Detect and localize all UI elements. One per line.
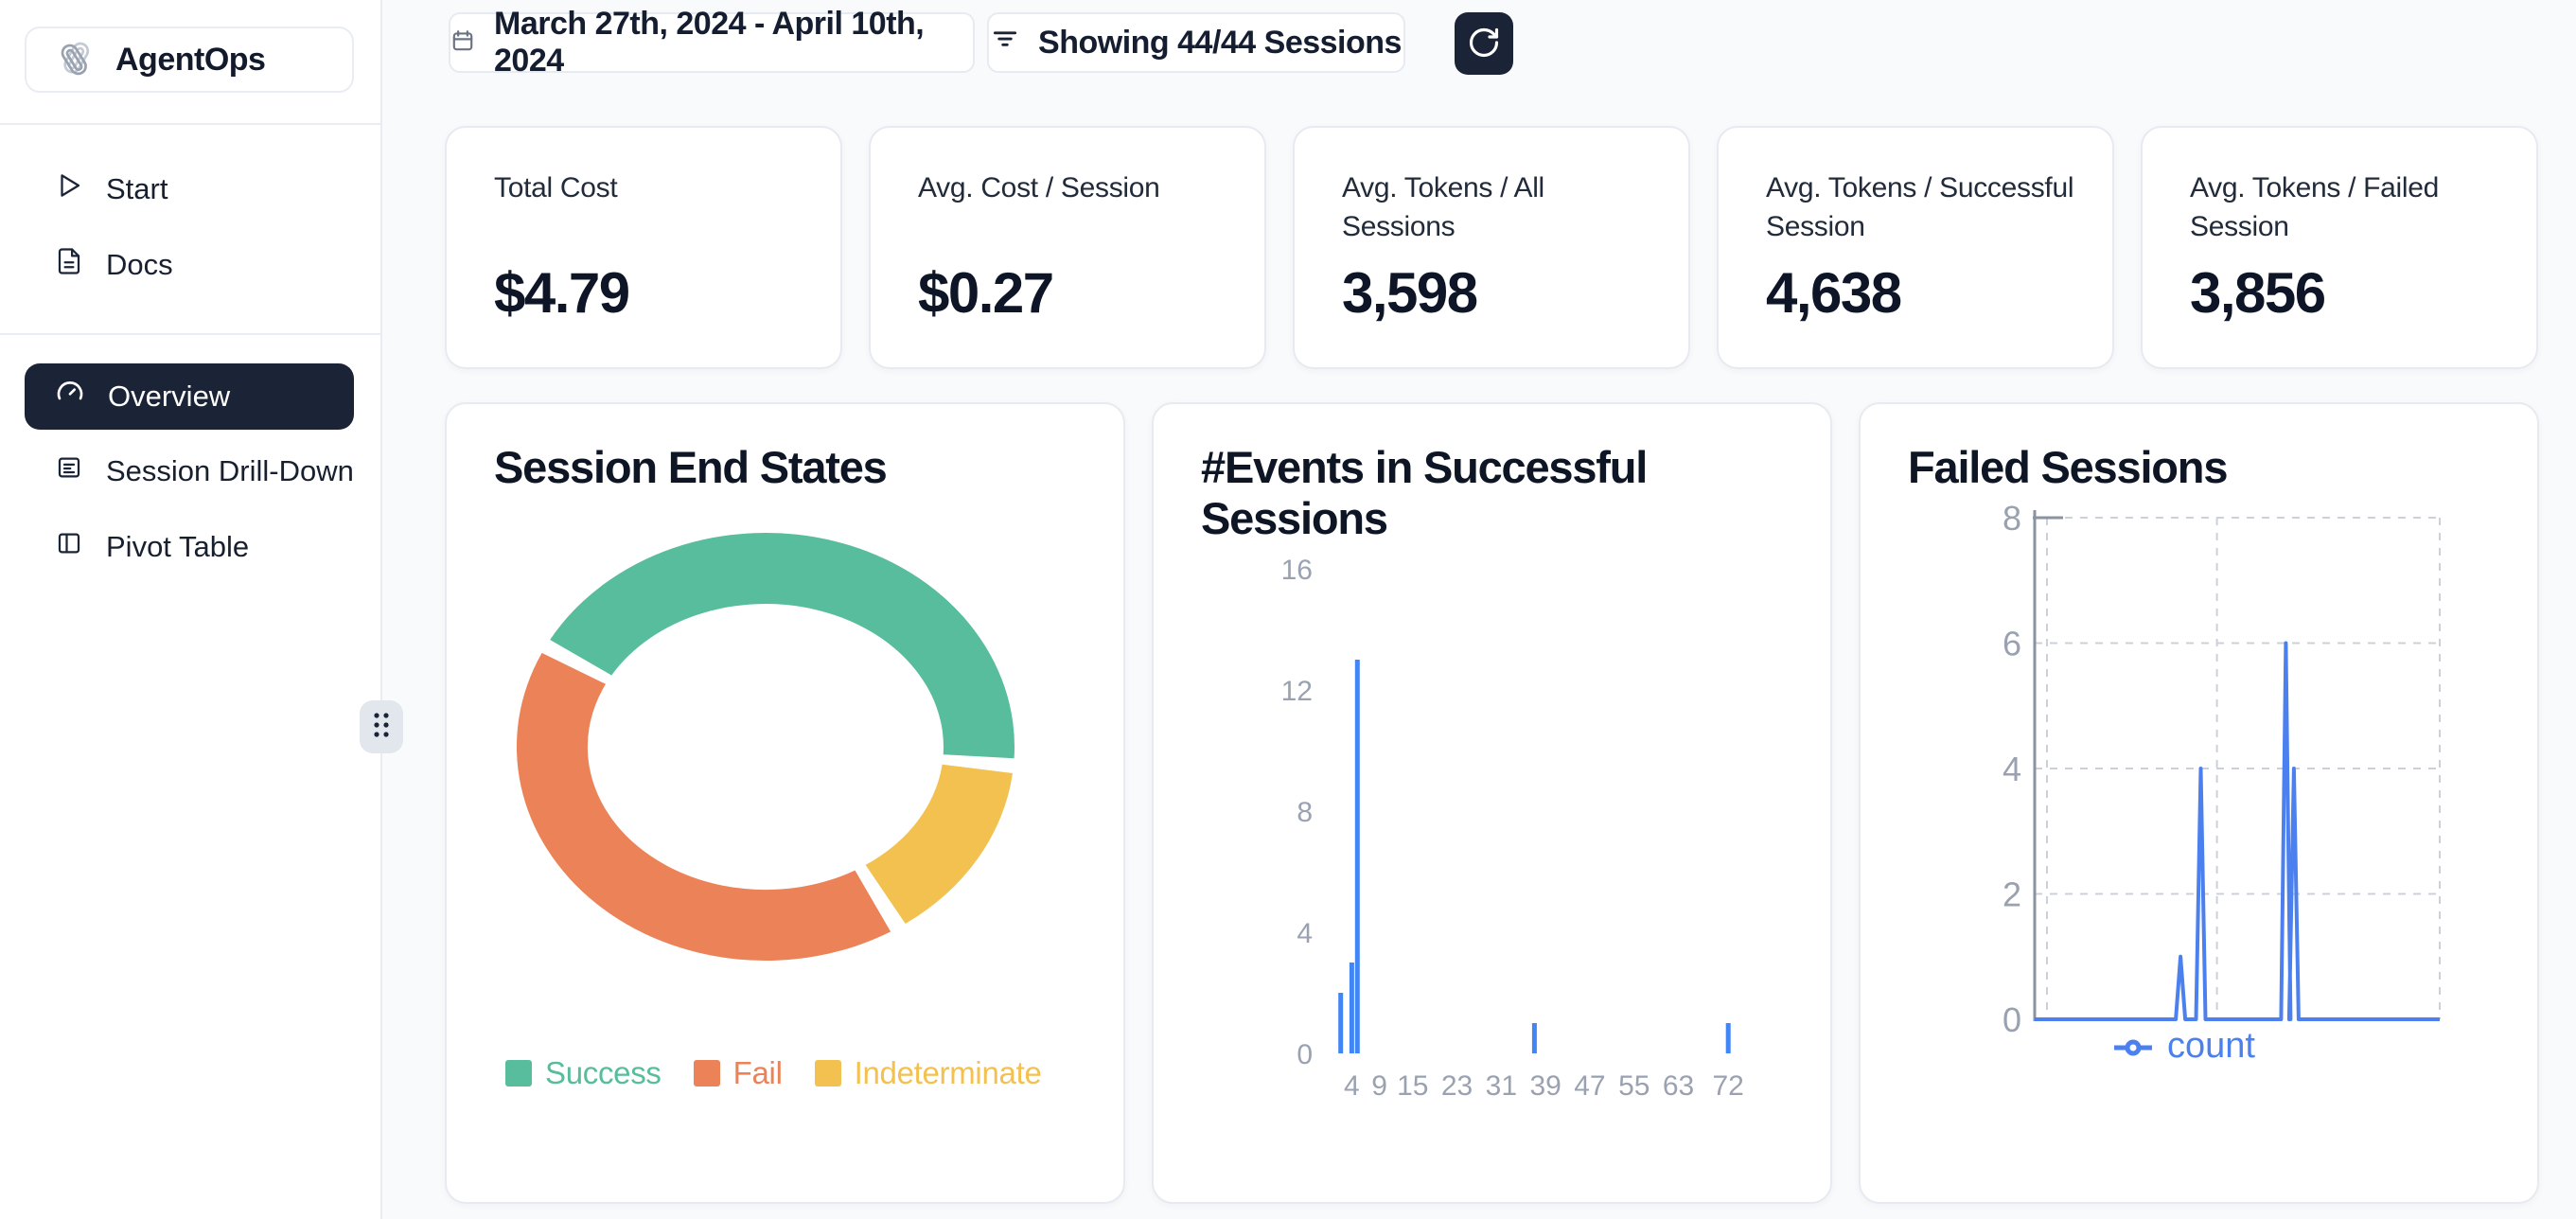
calendar-icon [450, 25, 475, 62]
legend-swatch [693, 1060, 720, 1086]
stat-label: Avg. Tokens / Failed Session [2190, 172, 2440, 242]
bar-x5[interactable] [1354, 660, 1360, 1053]
bar-x2[interactable] [1338, 993, 1344, 1053]
refresh-icon [1467, 26, 1501, 62]
x-axis-tick-label: 31 [1486, 1070, 1517, 1102]
date-range-label: March 27th, 2024 - April 10th, 2024 [494, 6, 925, 79]
y-axis-tick-label: 2 [2003, 875, 2021, 914]
legend-label: Indeterminate [854, 1055, 1042, 1090]
legend-label: Success [545, 1055, 662, 1090]
x-axis-tick-label: 39 [1529, 1070, 1561, 1102]
x-axis-tick-label: 9 [1371, 1070, 1387, 1102]
stat-value: $0.27 [918, 261, 1054, 325]
count-series-label: count [2167, 1025, 2255, 1066]
bar-x4[interactable] [1349, 963, 1354, 1053]
stat-card-avg-tokens-all: Avg. Tokens / All Sessions 3,598 [1293, 126, 1690, 369]
panel-left-icon [55, 529, 83, 565]
sidebar-item-pivot-table[interactable]: Pivot Table [0, 509, 382, 585]
count-series-line[interactable] [2035, 641, 2440, 1021]
play-icon [55, 171, 83, 207]
stat-card-avg-tokens-successful: Avg. Tokens / Successful Session 4,638 [1717, 126, 2114, 369]
paperclips-icon [53, 36, 97, 84]
date-range-button[interactable]: March 27th, 2024 - April 10th, 2024 [449, 6, 975, 79]
sidebar-item-label: Overview [108, 380, 231, 413]
session-end-states-card: Session End States Success Fail Indeterm… [445, 402, 1125, 1204]
sidebar-item-label: Pivot Table [106, 530, 250, 563]
sidebar-item-label: Session Drill-Down [106, 454, 354, 487]
stat-value: $4.79 [494, 261, 630, 325]
y-axis-tick-label: 12 [1281, 676, 1313, 707]
y-axis-tick-label: 0 [2003, 1000, 2021, 1039]
sidebar-divider [0, 123, 380, 125]
y-axis-tick-label: 6 [2003, 625, 2021, 663]
donut-slice-fail[interactable] [516, 652, 891, 961]
gauge-icon [55, 378, 85, 415]
stat-label: Avg. Tokens / Successful Session [1766, 172, 2074, 242]
failed-sessions-card: Failed Sessions 0 2 4 6 8 count [1859, 402, 2539, 1204]
stat-card-total-cost: Total Cost $4.79 [445, 126, 842, 369]
filter-icon [991, 25, 1019, 62]
list-box-icon [55, 453, 83, 489]
sidebar-divider [0, 333, 380, 335]
failed-line-chart-svg: 0 2 4 6 8 [2003, 499, 2441, 1039]
sidebar-resize-handle[interactable] [360, 700, 403, 753]
legend-swatch [505, 1060, 532, 1086]
sessions-filter-label: Showing 44/44 Sessions [1038, 24, 1402, 61]
chart-title: #Events in Successful Sessions [1201, 442, 1648, 544]
stat-label: Avg. Cost / Session [918, 172, 1160, 203]
donut-slice-indeterminate[interactable] [865, 764, 1013, 924]
x-axis-tick-label: 47 [1574, 1070, 1605, 1102]
x-axis-tick-label: 23 [1441, 1070, 1473, 1102]
refresh-button[interactable] [1455, 12, 1513, 75]
sidebar-item-start[interactable]: Start [0, 151, 382, 227]
app-title: AgentOps [115, 41, 266, 78]
legend-item-success[interactable]: Success [505, 1055, 662, 1091]
sessions-filter-button[interactable]: Showing 44/44 Sessions [987, 12, 1405, 73]
donut-slice-success[interactable] [550, 532, 1015, 759]
legend-item-indeterminate[interactable]: Indeterminate [814, 1055, 1042, 1091]
y-axis-tick-label: 8 [1297, 797, 1313, 828]
chart-title: Session End States [494, 442, 888, 492]
x-axis-tick-label: 4 [1344, 1070, 1360, 1102]
document-icon [55, 247, 83, 283]
stat-value: 3,856 [2190, 261, 2326, 325]
events-in-successful-sessions-card: #Events in Successful Sessions 0 4 8 12 16 4 9… [1152, 402, 1832, 1204]
stat-label: Avg. Tokens / All Sessions [1342, 172, 1544, 242]
bar-x37[interactable] [1531, 1023, 1537, 1053]
x-axis-tick-label: 15 [1397, 1070, 1428, 1102]
grip-dots-icon [369, 708, 394, 747]
y-axis-tick-label: 16 [1281, 555, 1313, 586]
sidebar-item-docs[interactable]: Docs [0, 227, 382, 303]
stat-label: Total Cost [494, 172, 618, 203]
x-axis-tick-label: 63 [1663, 1070, 1694, 1102]
stat-value: 4,638 [1766, 261, 1902, 325]
count-series-legend[interactable]: count [2112, 1023, 2255, 1069]
sidebar-item-overview[interactable]: Overview [25, 363, 354, 430]
legend-swatch [814, 1060, 841, 1086]
donut-legend: Success Fail Indeterminate [505, 1055, 1042, 1091]
y-axis-tick-label: 0 [1297, 1039, 1313, 1070]
x-axis-tick-label: 55 [1618, 1070, 1650, 1102]
sidebar: AgentOps Start Docs Overview Session Dri… [0, 0, 382, 1219]
stat-card-avg-tokens-failed: Avg. Tokens / Failed Session 3,856 [2141, 126, 2538, 369]
chart-title: Failed Sessions [1908, 442, 2228, 492]
bar-x72[interactable] [1725, 1023, 1731, 1053]
stat-card-avg-cost-session: Avg. Cost / Session $0.27 [869, 126, 1266, 369]
y-axis-tick-label: 4 [2003, 750, 2021, 788]
stat-value: 3,598 [1342, 261, 1478, 325]
app-logo[interactable]: AgentOps [25, 26, 354, 93]
sidebar-item-label: Docs [106, 248, 173, 281]
legend-label: Fail [732, 1055, 783, 1090]
legend-item-fail[interactable]: Fail [693, 1055, 783, 1091]
sidebar-item-session-drill-down[interactable]: Session Drill-Down [0, 433, 382, 509]
y-axis-tick-label: 8 [2003, 499, 2021, 538]
sidebar-item-label: Start [106, 172, 168, 205]
y-axis-tick-label: 4 [1297, 918, 1313, 949]
line-marker-icon [2112, 1026, 2154, 1067]
donut-chart-svg [516, 532, 1015, 961]
x-axis-tick-label: 72 [1713, 1070, 1744, 1102]
